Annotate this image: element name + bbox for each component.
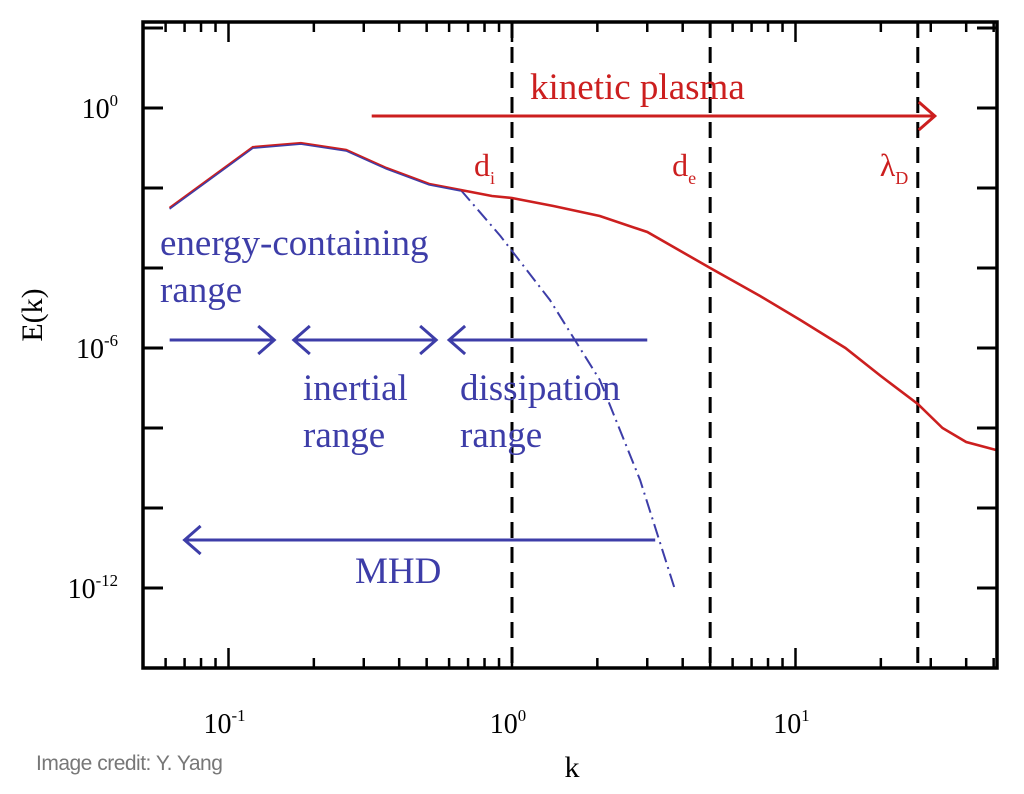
x-tick-label: 100 <box>490 706 526 740</box>
inertial-arrowhead-right <box>419 324 439 356</box>
inertial-arrowhead-left <box>291 324 311 356</box>
vline-label-D: λD <box>880 147 909 188</box>
dissipation-label-2: range <box>460 415 542 456</box>
x-axis-label: k <box>565 751 580 784</box>
vline-label-e: de <box>672 147 696 188</box>
mhd-overlay-curve <box>169 143 461 210</box>
energy-spectrum-curve <box>168 141 997 452</box>
dissipation-label: dissipation <box>460 368 620 409</box>
x-tick-label: 101 <box>773 706 809 740</box>
inertial-label-2: range <box>303 415 385 456</box>
energy-containing-arrowhead-right <box>257 324 277 356</box>
y-tick-label: 10-6 <box>76 331 118 365</box>
plot-frame <box>141 20 999 670</box>
y-tick-label: 10-12 <box>68 571 118 605</box>
mhd-arrowhead-left <box>182 524 202 556</box>
energy-containing-label: energy-containing <box>160 223 429 264</box>
energy-containing-label-2: range <box>160 270 242 311</box>
kinetic-plasma-label: kinetic plasma <box>530 67 745 108</box>
y-axis-label: E(k) <box>16 288 49 341</box>
dissipation-arrowhead-left <box>446 324 467 356</box>
kinetic-plasma-arrowhead-right <box>917 100 938 132</box>
inertial-label: inertial <box>303 368 408 409</box>
mhd-label: MHD <box>355 551 441 592</box>
image-credit: Image credit: Y. Yang <box>36 752 223 775</box>
x-tick-label: 10-1 <box>204 706 246 740</box>
y-tick-label: 100 <box>82 91 118 125</box>
vline-label-i: di <box>474 147 495 188</box>
